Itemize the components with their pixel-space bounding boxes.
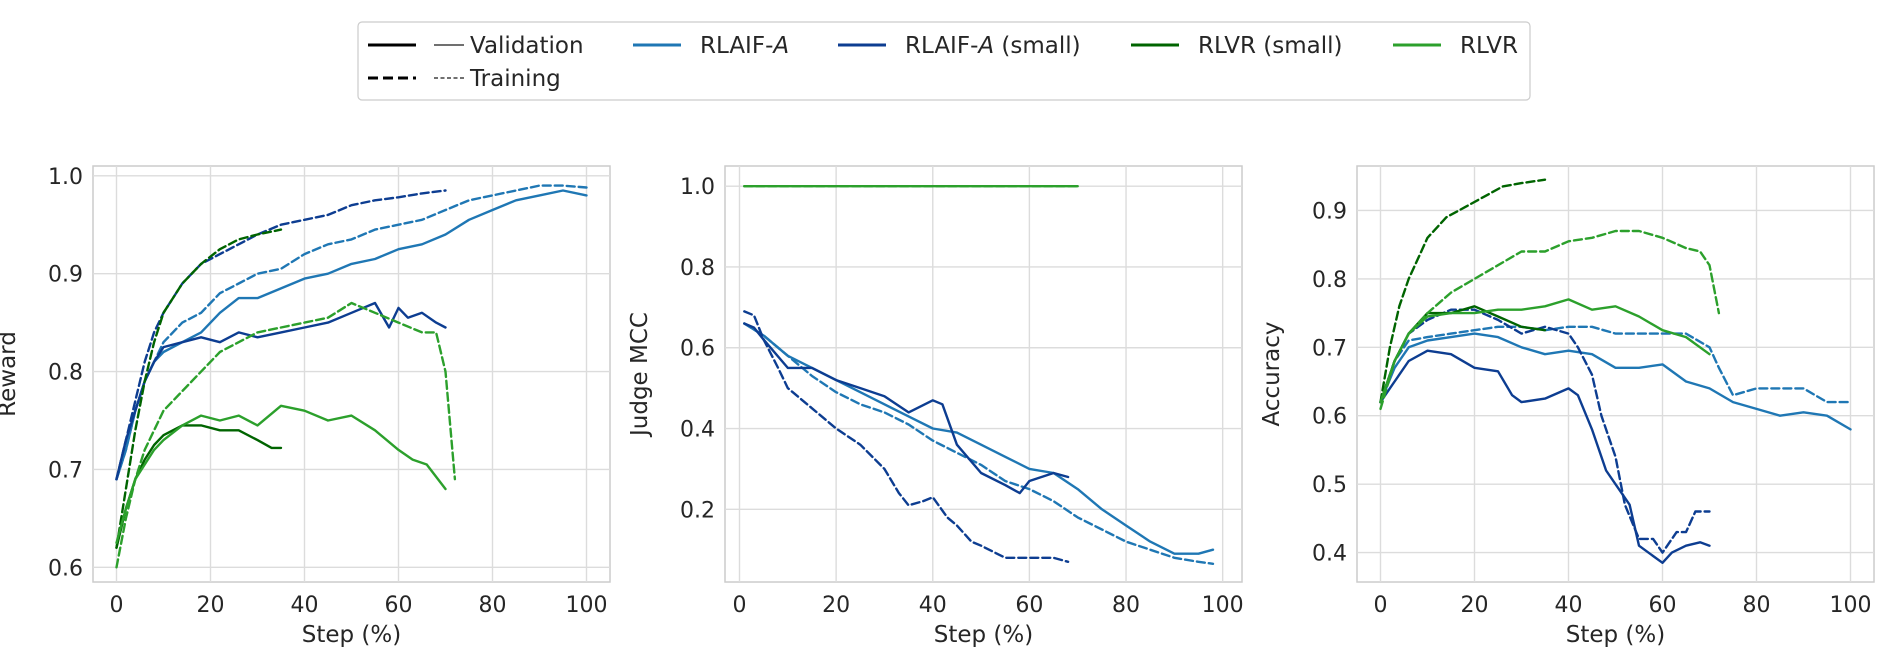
series-line-rlaif-training [1379, 325, 1852, 404]
y-tick-label: 0.6 [680, 337, 715, 362]
legend-rlaif-small-emph: A [976, 33, 994, 59]
y-axis-label: Reward [0, 331, 21, 417]
series-line-rlaif-small-validation [115, 301, 447, 481]
y-tick-label: 0.8 [48, 361, 83, 386]
y-tick-label: 0.6 [48, 556, 83, 581]
series-line-rlvr-training [115, 301, 457, 569]
x-tick-label: 100 [1202, 593, 1244, 618]
series-line-rlaif-small-training [115, 189, 447, 481]
y-tick-label: 0.8 [680, 256, 715, 281]
y-tick-label: 0.7 [48, 458, 83, 483]
legend-training-label: Training [469, 66, 561, 92]
legend-rlaif-emph: A [771, 33, 789, 59]
panel-judge-mcc: 0 20 40 60 80 100 0.2 0.4 0.6 0.8 1.0 Step (%) Judge… [627, 165, 1244, 648]
y-tick-label: 1.0 [680, 175, 715, 200]
x-tick-label: 40 [291, 593, 319, 618]
y-tick-label: 0.8 [1312, 268, 1347, 293]
x-tick-label: 20 [197, 593, 225, 618]
x-tick-label: 100 [1830, 593, 1872, 618]
panel-accuracy: 0 20 40 60 80 100 0.4 0.5 0.6 0.7 0.8 0.9 Step (%) Ac… [1259, 165, 1875, 648]
series-line-rlaif-small-validation [1379, 349, 1711, 564]
x-tick-label: 80 [1112, 593, 1140, 618]
legend-validation-label: Validation [470, 33, 584, 59]
x-tick-label: 60 [385, 593, 413, 618]
y-tick-label: 0.4 [680, 418, 715, 443]
x-tick-label: 0 [110, 593, 124, 618]
y-axis-label: Accuracy [1259, 321, 1285, 426]
series-line-rlvr-validation [1379, 298, 1711, 404]
legend-rlaif-small-name: RLAIF- [905, 33, 978, 59]
plot-area [724, 165, 1243, 583]
legend-rlaif-small-suffix: (small) [994, 33, 1081, 59]
series-line-rlaif-training [743, 322, 1215, 565]
legend-rlvr-label: RLVR [1460, 33, 1518, 59]
legend-rlaif-name: RLAIF- [700, 33, 773, 59]
x-tick-label: 80 [479, 593, 507, 618]
y-tick-label: 0.6 [1312, 405, 1347, 430]
y-tick-label: 0.4 [1312, 542, 1347, 567]
y-tick-label: 0.7 [1312, 336, 1347, 361]
x-tick-label: 60 [1649, 593, 1677, 618]
x-tick-label: 60 [1015, 593, 1043, 618]
panel-reward: 0 20 40 60 80 100 0.6 0.7 0.8 0.9 1.0 Step (%) Rewar… [0, 165, 611, 648]
x-tick-label: 20 [822, 593, 850, 618]
x-tick-label: 0 [732, 593, 746, 618]
y-tick-label: 0.2 [680, 498, 715, 523]
x-tick-label: 20 [1461, 593, 1489, 618]
x-axis-label: Step (%) [1566, 622, 1665, 648]
series-line-rlvr-small-training [1379, 178, 1547, 404]
y-tick-label: 0.5 [1312, 473, 1347, 498]
plot-area [1356, 165, 1875, 583]
series-line-rlaif-validation [1379, 332, 1852, 431]
y-tick-label: 0.9 [48, 263, 83, 288]
x-axis-label: Step (%) [934, 622, 1033, 648]
series-line-rlvr-validation [115, 404, 447, 544]
x-tick-label: 40 [919, 593, 947, 618]
x-tick-label: 0 [1374, 593, 1388, 618]
legend-rlaif-small-label: RLAIF-A (small) [905, 33, 1081, 59]
plot-area [92, 165, 611, 583]
legend-rlaif-label: RLAIF-A [700, 33, 789, 59]
y-tick-label: 0.9 [1312, 199, 1347, 224]
y-axis-label: Judge MCC [627, 312, 653, 438]
y-tick-label: 1.0 [48, 165, 83, 190]
legend-frame [357, 21, 1531, 101]
x-tick-label: 80 [1743, 593, 1771, 618]
x-tick-label: 100 [566, 593, 608, 618]
legend: Validation Training RLAIF-A RLAIF-A (sma… [357, 21, 1531, 101]
x-tick-label: 40 [1555, 593, 1583, 618]
series-line-rlvr-small-training [115, 228, 283, 549]
series-line-rlvr-training [1379, 229, 1721, 411]
x-axis-label: Step (%) [302, 622, 401, 648]
legend-rlvr-small-label: RLVR (small) [1198, 33, 1343, 59]
series-line-rlaif-small-validation [743, 322, 1070, 495]
series-line-rlaif-small-training [743, 310, 1070, 563]
